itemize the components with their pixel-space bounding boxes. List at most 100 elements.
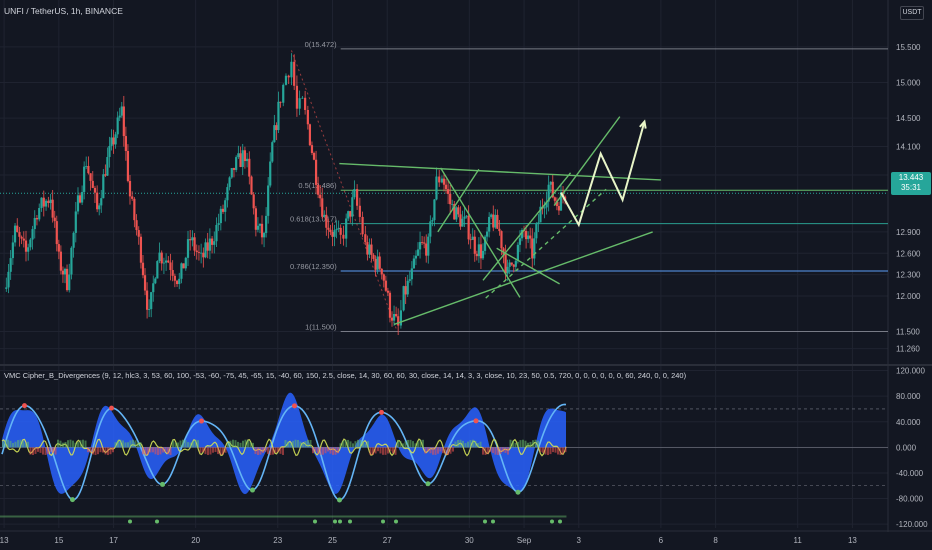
candle-body [96, 192, 99, 210]
mfi-bar [117, 440, 119, 448]
candle-body [169, 262, 172, 271]
candle-body [74, 211, 77, 233]
osc-tick-label: 40.000 [896, 418, 921, 427]
mfi-bar [19, 439, 22, 448]
mfi-bar [534, 439, 537, 448]
mfi-bar [137, 442, 139, 448]
candle-body [384, 280, 387, 291]
candle-body [524, 230, 528, 240]
mfi-bar [429, 447, 432, 454]
candle-body [128, 180, 132, 197]
candle-body [152, 283, 155, 293]
signal-dot [70, 497, 75, 503]
candle-body [131, 196, 134, 199]
mfi-bar [424, 447, 427, 454]
candle-body [298, 98, 301, 109]
candle-body [293, 61, 296, 86]
symbol-title[interactable]: UNFI / TetherUS, 1h, BINANCE [4, 6, 123, 16]
strip-dot [333, 519, 337, 524]
candle-body [72, 232, 75, 248]
mfi-bar [329, 447, 332, 454]
candle-body [333, 230, 336, 237]
candle-body [27, 247, 30, 252]
candle-body [282, 84, 285, 103]
mfi-bar [549, 447, 552, 455]
mfi-bar [104, 447, 107, 455]
candle-body [35, 217, 39, 220]
trend-line-zigzag-3[interactable] [482, 172, 572, 281]
currency-badge[interactable]: USDT [900, 6, 924, 20]
indicator-label[interactable]: VMC Cipher_B_Divergences (9, 12, hlc3, 3… [4, 371, 687, 380]
candle-body [483, 236, 487, 251]
mfi-bar [254, 447, 257, 454]
trend-line-zigzag-4[interactable] [496, 247, 560, 285]
mfi-bar [327, 447, 329, 452]
candle-body [133, 198, 136, 221]
mfi-bar [34, 447, 37, 454]
time-tick-label: 8 [713, 536, 718, 545]
trend-line-pattern-lower[interactable] [393, 231, 653, 326]
candle-body [329, 229, 332, 232]
candle-body [442, 178, 446, 185]
mfi-bar [384, 447, 387, 455]
mfi-bar [84, 440, 87, 448]
candle-body [306, 109, 309, 125]
candle-body [399, 310, 402, 326]
candle-body [252, 194, 255, 209]
mfi-bar [229, 440, 232, 448]
candle-body [215, 224, 218, 242]
candle-body [527, 235, 530, 240]
mfi-bar [244, 439, 247, 448]
trend-line-breakout-channel[interactable] [553, 116, 621, 207]
candle-body [388, 292, 392, 318]
candle-body [427, 236, 430, 256]
candle-body [186, 239, 190, 258]
mfi-bar [469, 440, 472, 448]
candle-body [78, 195, 82, 203]
mfi-bar [149, 447, 152, 453]
mfi-bar [409, 439, 412, 448]
mfi-bar [357, 439, 359, 448]
time-tick-label: 20 [191, 536, 200, 545]
candle-body [29, 239, 32, 248]
trend-line-pattern-upper[interactable] [339, 162, 661, 181]
candle-body [22, 238, 25, 241]
trend-line-zigzag-1[interactable] [437, 168, 480, 233]
mfi-bar [64, 441, 67, 448]
mfi-bar [334, 447, 337, 455]
mfi-bar [27, 441, 29, 448]
fib-level-label: 0(15.472) [305, 40, 338, 49]
mfi-bar [339, 443, 342, 448]
candle-body [498, 228, 501, 232]
mfi-bar [184, 440, 187, 448]
mfi-bar [372, 447, 374, 455]
candle-body [49, 199, 52, 204]
mfi-bar [204, 447, 207, 455]
mfi-bar [69, 439, 72, 448]
candle-body [557, 206, 561, 211]
mfi-bar [417, 441, 419, 448]
mfi-bar [209, 447, 212, 455]
candle-body [308, 124, 312, 146]
candle-body [353, 189, 356, 198]
candle-body [171, 270, 174, 276]
candle-body [51, 199, 54, 218]
mfi-bar [364, 443, 367, 448]
mfi-bar [57, 439, 59, 448]
trend-line-zigzag-2[interactable] [439, 167, 521, 298]
candle-body [98, 205, 101, 210]
mfi-bar [274, 447, 277, 454]
candle-body [110, 137, 113, 147]
mfi-bar [452, 447, 454, 452]
candle-body [83, 166, 86, 193]
trend-line-dashed-support[interactable] [485, 188, 607, 299]
mfi-bar [389, 447, 392, 452]
candle-body [537, 222, 540, 225]
mfi-bar [399, 441, 402, 448]
candle-body [126, 151, 130, 181]
projection-zigzag[interactable] [560, 121, 646, 228]
mfi-bar [544, 447, 547, 455]
mfi-bar [419, 439, 422, 448]
mfi-bar [147, 447, 149, 455]
